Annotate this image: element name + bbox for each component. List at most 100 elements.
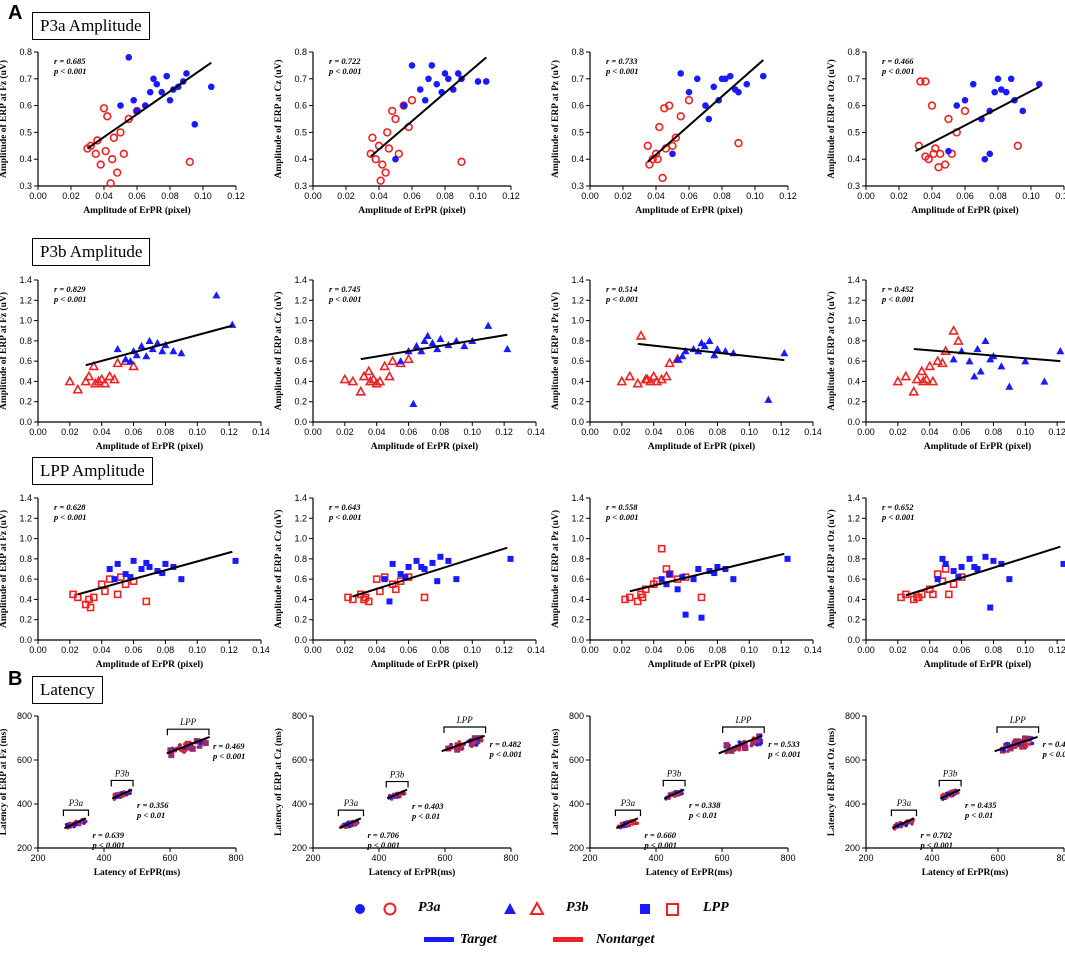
y-tick-label: 0.6	[294, 574, 307, 584]
point-target	[142, 352, 151, 360]
y-tick-label: 400	[569, 799, 584, 809]
y-tick-label: 0.7	[294, 74, 307, 84]
legend-target-swatch	[424, 937, 454, 942]
point-nontarget	[109, 133, 119, 142]
point-target	[705, 336, 714, 345]
point-lpp	[735, 744, 742, 751]
point-target	[998, 86, 1005, 93]
point-nontarget	[113, 590, 122, 599]
point-nontarget	[91, 149, 100, 159]
y-tick-label: 0.4	[847, 154, 860, 164]
x-tick-label: 0.04	[95, 191, 113, 201]
y-tick-label: 1.0	[847, 534, 860, 544]
chart-p3b-oz: 0.000.020.040.060.080.100.120.140.00.20.…	[826, 275, 1065, 452]
point-nontarget	[381, 168, 390, 177]
point-latency	[198, 741, 203, 745]
stat-p: p < 0.001	[919, 840, 952, 850]
x-axis-title: Latency of ErPR(ms)	[922, 867, 1009, 878]
point-target	[673, 355, 682, 363]
x-tick-label: 0.04	[368, 645, 386, 655]
legend-nontarget-swatch	[553, 937, 583, 942]
stat-p: p < 0.001	[489, 749, 522, 759]
x-tick-label: 0.00	[581, 427, 599, 437]
point-target	[965, 357, 974, 365]
stat-p: p < 0.001	[881, 512, 914, 522]
x-tick-label: 0.02	[336, 645, 354, 655]
point-target	[986, 355, 995, 363]
y-tick-label: 0.0	[294, 417, 307, 427]
point-target	[474, 78, 482, 85]
chart-p3b-cz: 0.00 0.02 0.04 0.06 0.08 0.10 0.12 0.14 0.0 0.2 0.…	[273, 275, 545, 452]
point-nontarget	[378, 160, 387, 169]
point-nontarget	[89, 593, 98, 602]
x-tick-label: 0.06	[680, 191, 698, 201]
point-target	[127, 574, 134, 581]
point-nontarget	[626, 593, 634, 602]
point-nontarget	[932, 355, 944, 366]
point-target	[437, 553, 444, 560]
point-latency	[899, 824, 904, 829]
point-nontarget	[344, 593, 352, 602]
stat-p: p < 0.001	[212, 751, 245, 761]
group-label: LPP	[179, 717, 197, 727]
stat-r: r = 0.706	[367, 830, 399, 840]
fit-line	[352, 546, 508, 598]
point-target	[153, 80, 161, 88]
y-tick-label: 1.2	[294, 295, 307, 305]
point-target	[1019, 107, 1027, 115]
group-bracket	[110, 779, 134, 787]
point-lpp	[454, 746, 461, 753]
point-nontarget	[664, 357, 676, 368]
y-tick-label: 1.4	[847, 493, 860, 503]
point-target	[130, 96, 137, 104]
point-nontarget	[109, 373, 120, 384]
y-tick-label: 1.2	[571, 295, 584, 305]
legend-p3b-target-marker	[504, 903, 516, 914]
chart-lpp-fz: 0.00 0.02 0.04 0.06 0.08 0.10 0.12 0.14 0.0 0.2 0.…	[0, 493, 270, 670]
point-target	[445, 557, 452, 564]
stat-r: r = 0.745	[329, 284, 361, 294]
point-nontarget	[88, 360, 100, 371]
fit-line	[615, 817, 639, 830]
legend-p3a-target-marker	[355, 904, 365, 914]
point-nontarget	[376, 176, 385, 185]
x-tick-label: 0.10	[464, 645, 482, 655]
y-axis-title: Amplitude of ERP at Fz (uV)	[0, 60, 9, 178]
y-tick-label: 400	[845, 799, 860, 809]
point-target	[453, 576, 460, 583]
point-target	[146, 88, 154, 96]
stat-r: r = 0.338	[689, 800, 721, 810]
point-nontarget	[103, 112, 112, 121]
point-latency	[1019, 746, 1023, 750]
y-axis-title: Amplitude of ERP at Fz (uV)	[0, 292, 9, 410]
point-target	[693, 75, 701, 83]
legend-label-p3a: P3a	[418, 900, 441, 915]
x-tick-label: 0.08	[161, 191, 179, 201]
point-target	[445, 75, 452, 83]
x-tick-label: 0.04	[368, 427, 386, 437]
legend-label-lpp: LPP	[703, 900, 729, 915]
x-tick-label: 0.02	[613, 427, 631, 437]
y-tick-label: 1.2	[294, 513, 307, 523]
point-target	[702, 102, 709, 109]
y-tick-label: 0.6	[571, 356, 584, 366]
point-nontarget	[929, 590, 937, 599]
stat-r: r = 0.685	[54, 56, 86, 66]
x-tick-label: 600	[990, 853, 1005, 863]
y-tick-label: 0.4	[19, 594, 32, 604]
point-nontarget	[403, 353, 414, 364]
point-nontarget	[662, 565, 671, 573]
fit-line	[629, 552, 785, 593]
y-tick-label: 200	[292, 843, 307, 853]
x-axis-title: Amplitude of ErPR (pixel)	[371, 441, 478, 452]
point-target	[981, 155, 989, 163]
y-tick-label: 1.2	[19, 295, 32, 305]
point-target	[698, 614, 705, 621]
stat-r: r = 0.482	[490, 739, 522, 749]
point-nontarget	[900, 370, 912, 381]
x-tick-label: 0.10	[194, 191, 212, 201]
stat-r: r = 0.639	[92, 830, 124, 840]
point-lpp	[1022, 735, 1029, 742]
stat-r: r = 0.660	[644, 830, 676, 840]
point-target	[958, 563, 965, 570]
